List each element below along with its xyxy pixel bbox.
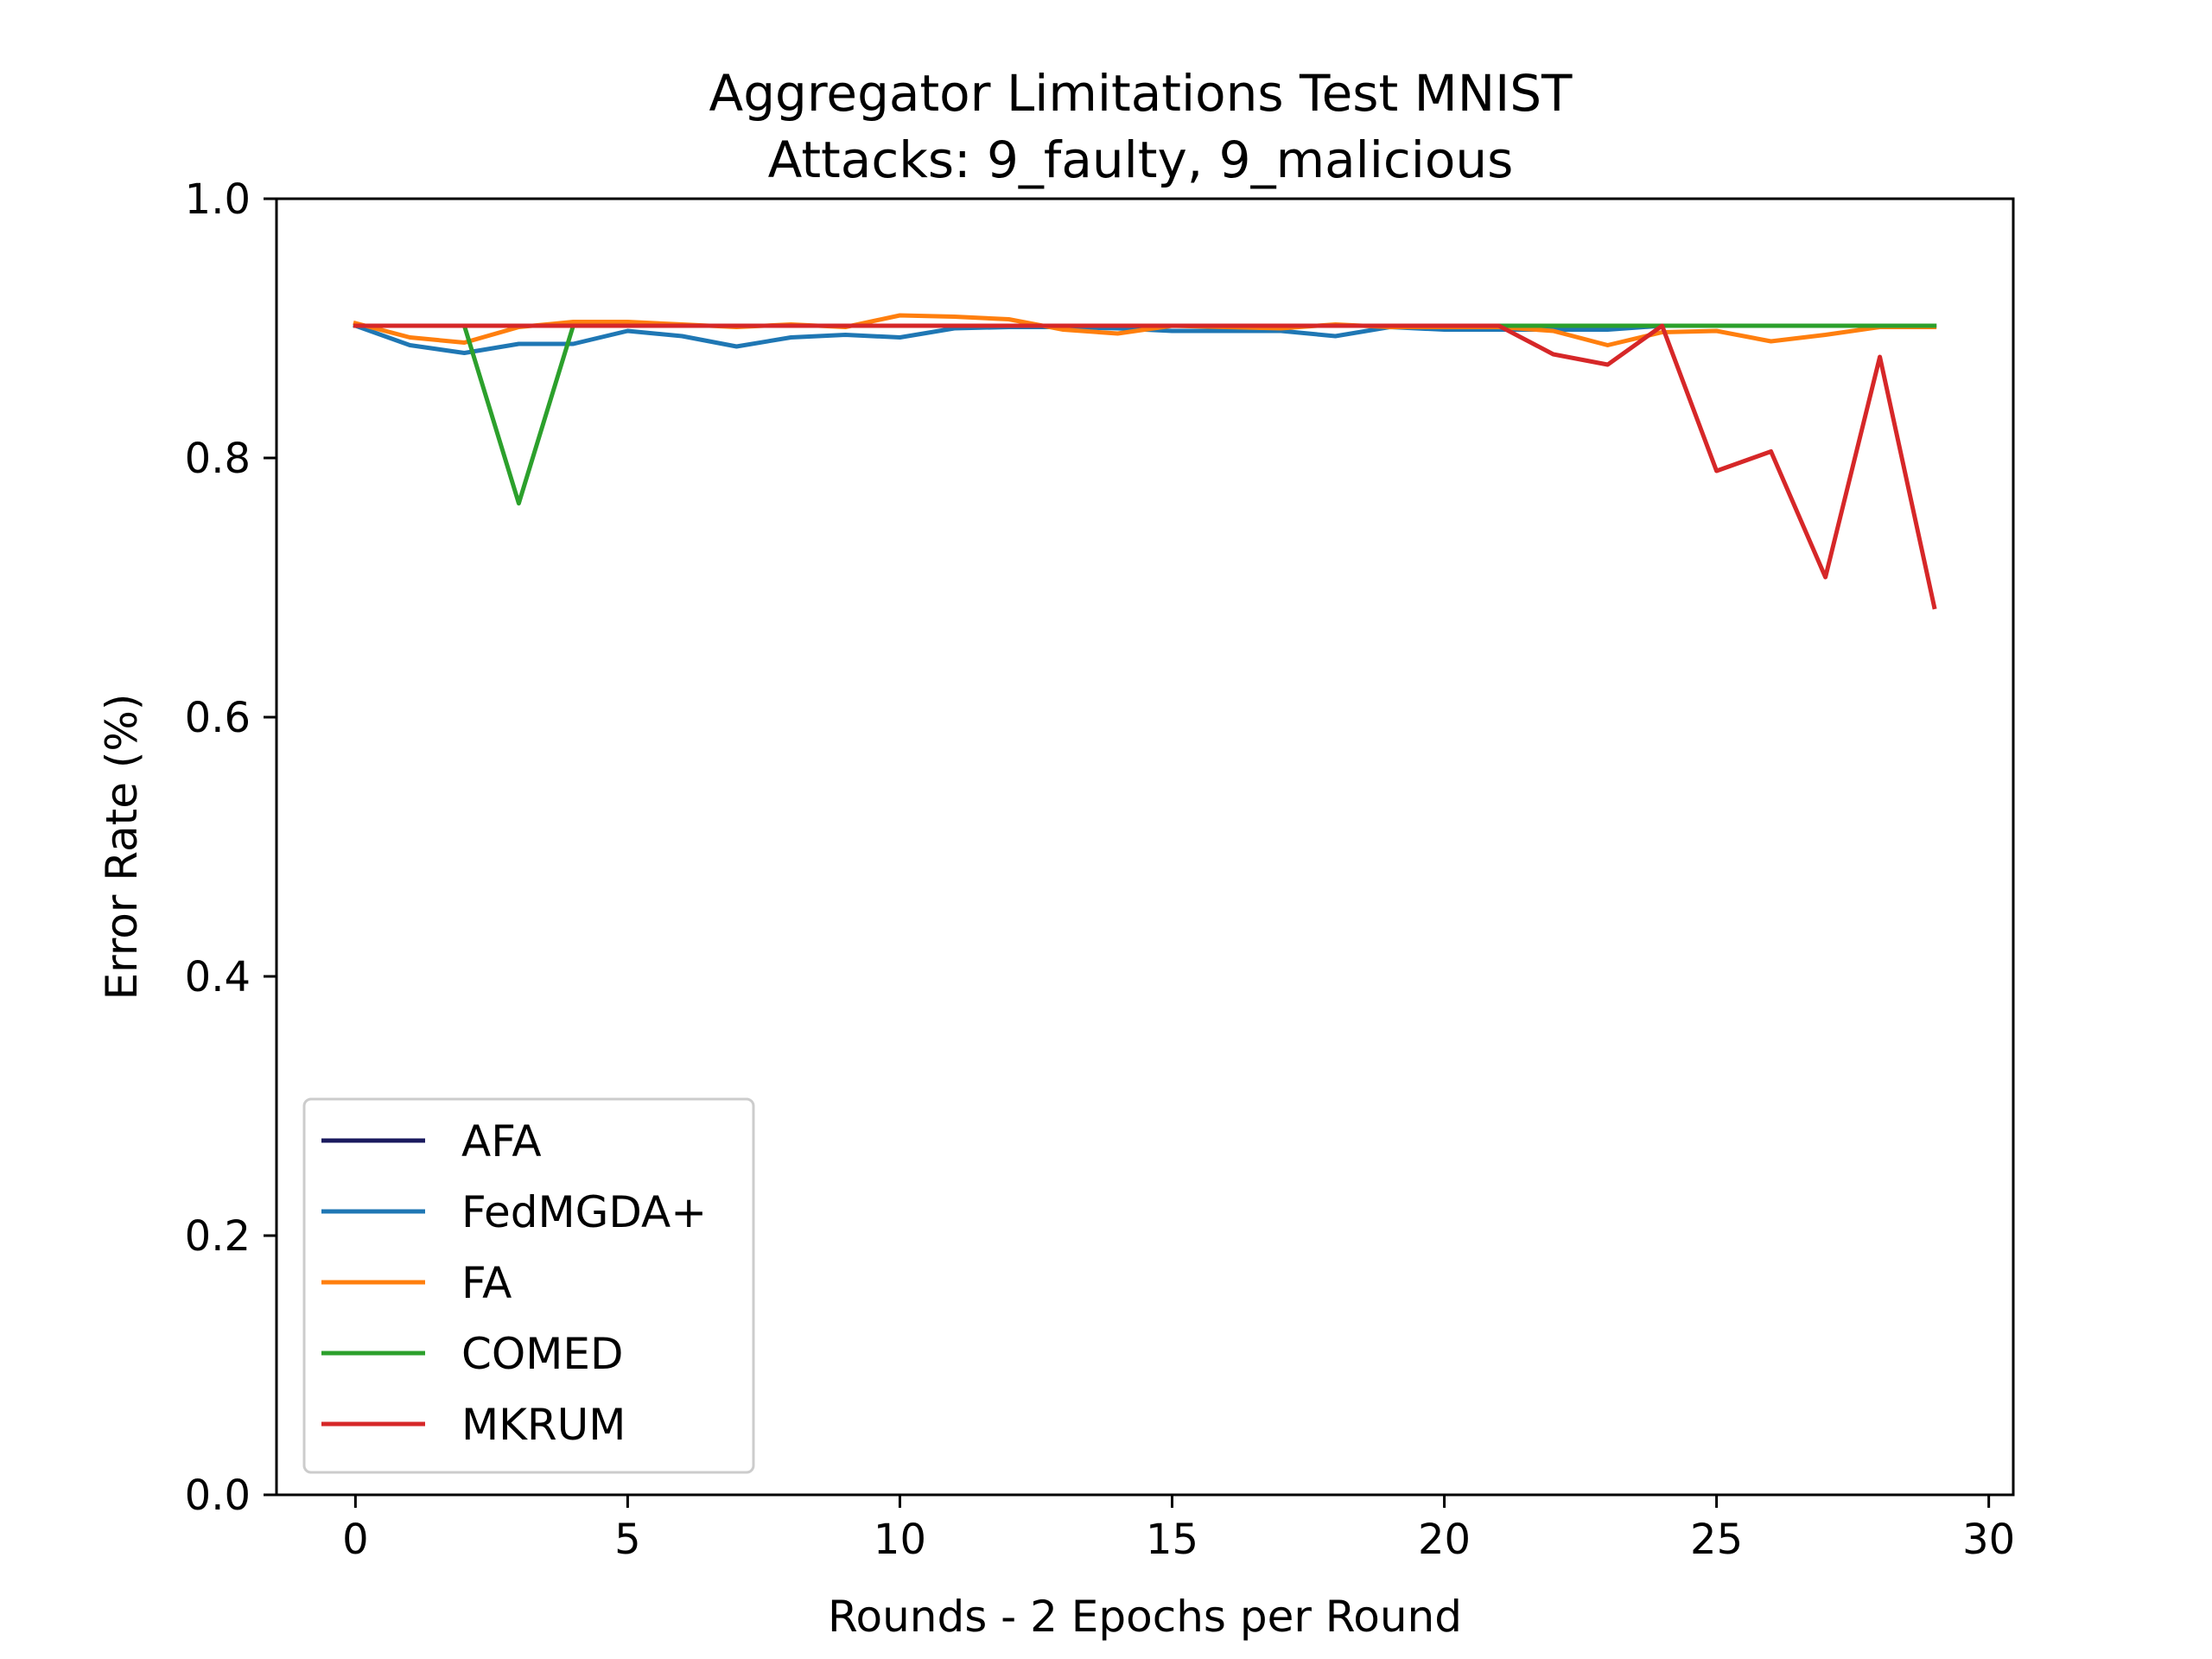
- series-lines: [353, 313, 1937, 610]
- series-line-mkrum: [353, 323, 1937, 610]
- legend-label: MKRUM: [461, 1400, 626, 1450]
- x-axis-label: Rounds - 2 Epochs per Round: [828, 1592, 1462, 1642]
- x-tick-label: 25: [1690, 1516, 1743, 1564]
- x-tick-label: 20: [1418, 1516, 1471, 1564]
- x-tick-label: 0: [342, 1516, 369, 1564]
- legend-label: FA: [461, 1258, 512, 1308]
- legend-label: FedMGDA+: [461, 1187, 707, 1237]
- y-tick-label: 0.2: [185, 1212, 251, 1261]
- x-tick-label: 15: [1146, 1516, 1198, 1564]
- chart-title: Aggregator Limitations Test MNIST: [709, 64, 1573, 123]
- series-line-fa: [353, 313, 1937, 347]
- legend-label: AFA: [461, 1116, 542, 1166]
- legend-label: COMED: [461, 1329, 624, 1379]
- y-axis-ticks: 0.0 0.2 0.4 0.6 0.8 1.0: [185, 175, 276, 1520]
- legend-box: [302, 1097, 755, 1474]
- legend: AFA FedMGDA+ FA COMED MKRUM: [302, 1097, 755, 1474]
- y-tick-label: 1.0: [185, 175, 251, 224]
- y-tick-label: 0.6: [185, 694, 251, 742]
- y-tick-label: 0.8: [185, 435, 251, 483]
- y-tick-label: 0.4: [185, 953, 251, 1001]
- x-axis-ticks: 0 5 10 15 20 25 30: [342, 1495, 2015, 1564]
- x-tick-label: 30: [1962, 1516, 2015, 1564]
- y-tick-label: 0.0: [185, 1471, 251, 1520]
- plot-frame: [275, 197, 2015, 1497]
- x-tick-label: 5: [614, 1516, 641, 1564]
- chart-subtitle: Attacks: 9_faulty, 9_malicious: [768, 130, 1514, 189]
- x-tick-label: 10: [874, 1516, 926, 1564]
- y-axis-label: Error Rate (%): [97, 694, 147, 1001]
